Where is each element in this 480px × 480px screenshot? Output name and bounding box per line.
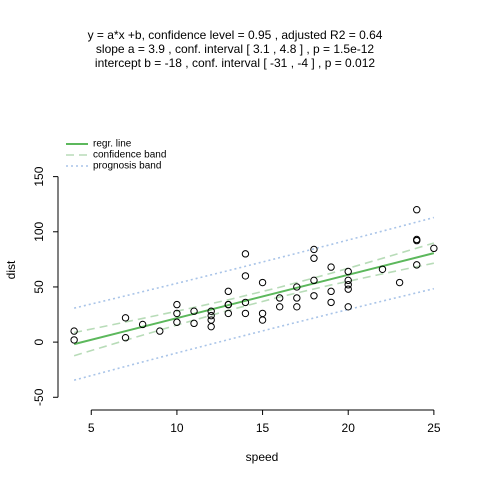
point [327,287,335,296]
point [344,285,352,293]
point [224,309,233,318]
point [344,267,352,276]
point [121,333,130,342]
x-axis-label: speed [246,450,279,464]
series-line [73,242,435,334]
point [327,263,335,271]
title-line: intercept b = -18 , conf. interval [ -31… [95,56,375,70]
legend-label: regr. line [93,139,132,150]
point [241,298,250,307]
x-tick-label: 20 [342,421,356,435]
point [395,278,404,287]
point [241,250,250,258]
point [138,320,147,329]
series-line [73,216,435,309]
title-line: slope a = 3.9 , conf. interval [ 3.1 , 4… [96,42,375,56]
point [275,303,284,311]
point [121,314,130,322]
point [207,307,215,315]
point [173,318,181,326]
point [70,336,78,344]
point [344,303,352,311]
point [224,300,233,309]
point [173,309,181,318]
point [241,272,250,280]
point [207,316,215,324]
point [275,294,284,302]
point [413,206,421,214]
point [310,276,318,285]
point [207,311,215,320]
point [378,265,387,273]
series-line [73,262,435,357]
point [241,309,250,318]
point [430,244,438,253]
x-tick-label: 5 [88,421,95,435]
point [224,287,233,296]
point [258,309,267,318]
point [293,294,301,302]
x-tick-label: 10 [170,421,184,435]
legend-label: confidence band [93,150,166,161]
point [173,300,181,309]
point [258,278,267,287]
point [258,316,267,324]
y-tick-label: 150 [32,166,46,186]
point [156,327,164,335]
point [310,292,318,300]
point [70,327,78,335]
y-tick-label: 0 [32,338,46,345]
y-axis-label: dist [4,260,18,279]
series-line [73,252,435,346]
point [310,254,318,262]
point [190,307,198,315]
point [413,235,421,244]
y-tick-label: -50 [32,388,46,406]
legend-label: prognosis band [93,161,161,172]
point [344,281,352,289]
y-tick-label: 50 [32,280,46,294]
point [310,245,318,254]
x-tick-label: 25 [427,421,441,435]
title-line: y = a*x +b, confidence level = 0.95 , ad… [88,28,383,42]
point [413,261,421,269]
series-line [73,287,435,381]
point [344,276,352,285]
x-tick-label: 15 [256,421,270,435]
point [293,283,301,291]
point [207,322,215,331]
point [190,319,198,328]
y-tick-label: 100 [32,221,46,241]
point [327,298,335,307]
point [293,303,301,311]
